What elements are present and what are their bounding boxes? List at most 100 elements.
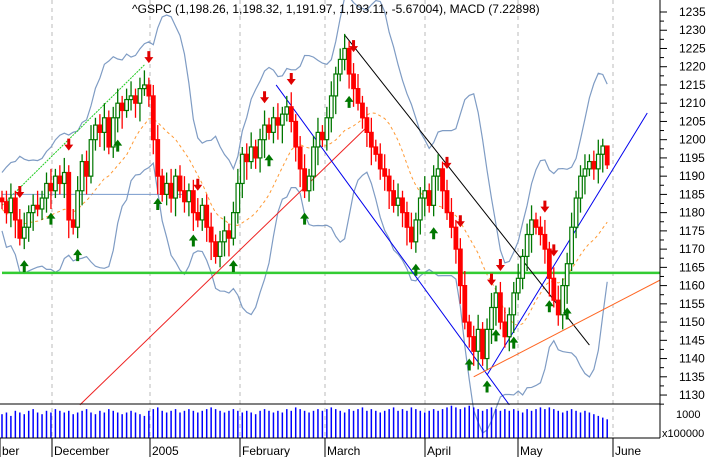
- candle-body: [400, 197, 405, 214]
- candle-body: [484, 328, 490, 360]
- candle-body: [106, 117, 112, 148]
- candle-body: [146, 84, 152, 97]
- candle-body: [257, 139, 263, 159]
- x-tick-label: May: [520, 444, 543, 457]
- x-tick-label: June: [615, 444, 641, 457]
- candlesticks: [0, 33, 610, 370]
- buy-arrow-icon: [73, 249, 83, 262]
- trendline: [344, 34, 590, 346]
- candle-body: [124, 98, 130, 112]
- buy-arrow-icon: [491, 329, 501, 342]
- x-tick-label: March: [327, 444, 360, 457]
- candle-body: [190, 190, 196, 214]
- candle-body: [4, 201, 9, 214]
- candle-body: [0, 197, 5, 203]
- candle-body: [364, 117, 370, 133]
- volume-bars: [1, 405, 608, 438]
- candle-body: [97, 124, 103, 133]
- candle-body: [133, 95, 138, 104]
- candle-body: [489, 306, 494, 330]
- candle-body: [110, 117, 116, 148]
- candle-body: [515, 277, 521, 294]
- candle-body: [57, 175, 63, 185]
- candle-body: [320, 131, 325, 141]
- candle-body: [8, 197, 14, 214]
- y-tick-label: 1235: [679, 5, 706, 19]
- volume-tick-label: 1000: [676, 409, 700, 421]
- candle-body: [417, 197, 423, 221]
- candle-body: [248, 146, 254, 163]
- candle-body: [137, 88, 143, 104]
- y-tick-label: 1160: [679, 279, 705, 293]
- candle-body: [560, 285, 566, 316]
- candle-body: [70, 219, 76, 228]
- trendline: [275, 84, 510, 406]
- candle-body: [66, 171, 72, 221]
- candle-body: [426, 190, 432, 206]
- buy-arrow-icon: [344, 95, 354, 108]
- volume-unit-label: x100000: [662, 428, 704, 440]
- candle-body: [435, 168, 441, 177]
- x-tick-label: April: [427, 444, 451, 457]
- candle-body: [564, 263, 570, 287]
- candle-body: [204, 204, 210, 228]
- sell-arrow-icon: [495, 259, 505, 272]
- buy-arrow-icon: [228, 260, 238, 273]
- candle-body: [453, 226, 459, 250]
- x-tick-label: February: [242, 444, 290, 457]
- candle-body: [480, 328, 485, 360]
- y-tick-label: 1135: [679, 370, 705, 384]
- candle-body: [48, 182, 54, 192]
- candle-body: [382, 168, 388, 177]
- buy-arrow-icon: [411, 263, 421, 276]
- y-tick-label: 1155: [679, 297, 705, 311]
- buy-arrow-icon: [509, 336, 519, 349]
- y-tick-label: 1230: [679, 23, 706, 37]
- candle-body: [302, 168, 307, 192]
- y-tick-label: 1210: [679, 96, 706, 110]
- chart-title: ^GSPC (1,198.26, 1,198.32, 1,191.97, 1,1…: [132, 2, 540, 16]
- candle-body: [266, 124, 272, 133]
- moving-average: [1, 112, 608, 327]
- candle-body: [440, 168, 445, 192]
- candle-body: [177, 175, 183, 192]
- candle-body: [93, 124, 98, 141]
- candle-body: [502, 321, 508, 338]
- buy-arrow-icon: [153, 198, 163, 211]
- candle-body: [462, 285, 468, 323]
- candle-body: [404, 212, 410, 228]
- candle-body: [422, 190, 428, 199]
- buy-arrow-icon: [264, 154, 274, 167]
- candle-body: [199, 204, 205, 221]
- candle-body: [360, 102, 365, 119]
- candle-body: [284, 106, 290, 115]
- candle-body: [17, 219, 23, 239]
- signal-arrows: [15, 40, 572, 393]
- candle-body: [213, 241, 219, 258]
- candle-body: [431, 175, 437, 206]
- candle-body: [226, 230, 232, 239]
- candle-body: [600, 145, 606, 155]
- sell-arrow-icon: [487, 273, 496, 286]
- candle-body: [324, 117, 330, 141]
- sell-arrow-icon: [540, 200, 550, 213]
- candle-body: [395, 197, 401, 206]
- sell-arrow-icon: [442, 156, 452, 169]
- candle-body: [604, 145, 610, 166]
- buy-arrow-icon: [482, 380, 492, 393]
- buy-arrow-icon: [464, 358, 474, 371]
- buy-arrow-icon: [544, 300, 554, 313]
- y-tick-label: 1180: [679, 206, 705, 220]
- candle-body: [26, 212, 32, 228]
- y-tick-label: 1190: [679, 169, 705, 183]
- y-tick-label: 1215: [679, 78, 706, 92]
- candle-body: [12, 197, 18, 221]
- candle-body: [52, 175, 58, 192]
- candle-body: [311, 146, 316, 177]
- candle-body: [377, 153, 383, 170]
- candle-body: [538, 226, 543, 236]
- candle-body: [150, 95, 156, 141]
- buy-arrow-icon: [429, 227, 439, 240]
- candle-body: [279, 113, 285, 126]
